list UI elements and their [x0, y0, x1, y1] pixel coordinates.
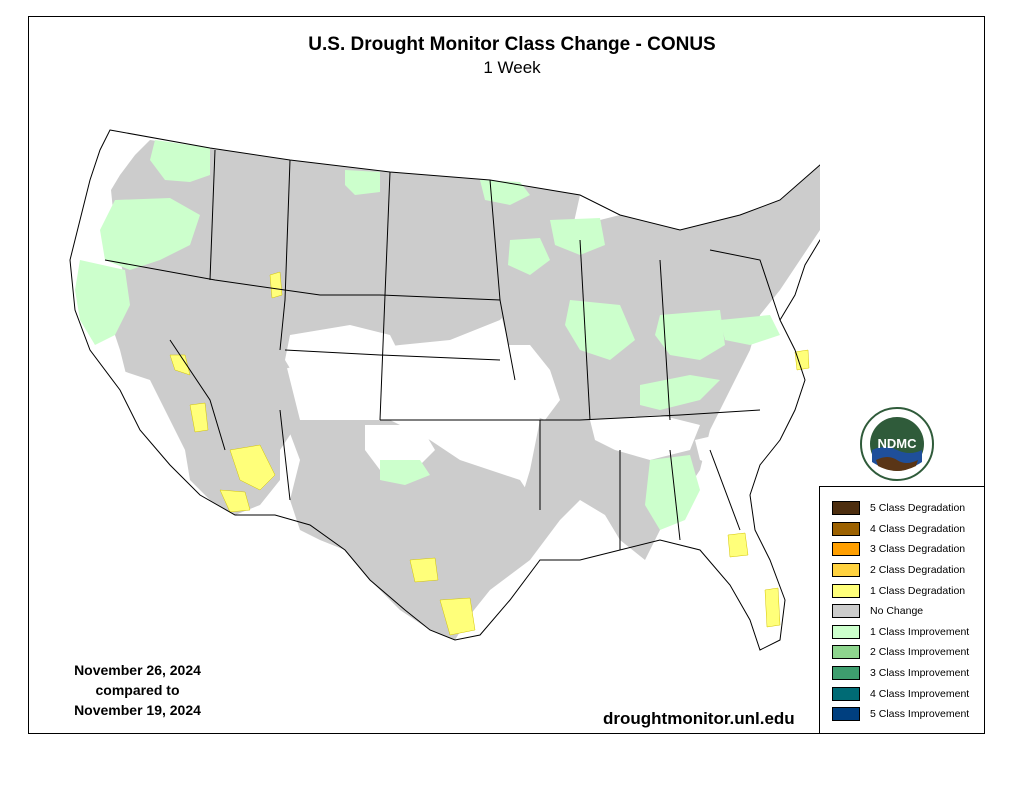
legend-label: 2 Class Degradation [870, 564, 966, 577]
no-change-regions [100, 140, 820, 640]
legend: 5 Class Degradation 4 Class Degradation 3 … [819, 486, 985, 734]
ndmc-logo: NDMC [858, 404, 936, 489]
legend-item: 3 Class Improvement [820, 663, 984, 684]
logo-land [876, 457, 918, 471]
legend-swatch [832, 707, 860, 722]
improvement-region-wisconsin [550, 218, 605, 255]
legend-label: 4 Class Degradation [870, 522, 966, 535]
degradation-region-texas-south [439, 597, 476, 636]
legend-label: No Change [870, 605, 924, 618]
improvement-region-kentucky [640, 375, 720, 410]
legend-item: 1 Class Improvement [820, 622, 984, 643]
legend-item: 4 Class Degradation [820, 519, 984, 540]
conus-map [69, 129, 820, 651]
improvement-region-washington [150, 140, 210, 182]
logo-text: NDMC [878, 436, 918, 451]
date-current: November 26, 2024 [74, 662, 201, 678]
legend-label: 3 Class Degradation [870, 543, 966, 556]
improvement-region-alabama [645, 455, 700, 530]
border-line-1 [104, 259, 380, 296]
no-change-region-texas [285, 420, 540, 640]
border-line-2 [209, 149, 216, 281]
improvement-region-ohio [655, 310, 725, 360]
conus-outline [69, 129, 820, 651]
degradation-region-wyoming [269, 271, 283, 299]
legend-swatch [832, 542, 860, 557]
legend-label: 1 Class Degradation [870, 584, 966, 597]
legend-item: No Change [820, 601, 984, 622]
legend-swatch [832, 583, 860, 598]
degradation-region-az-border [189, 402, 209, 433]
date-comparison: November 26, 2024 compared to November 1… [40, 660, 235, 720]
border-line-6 [379, 294, 516, 381]
improvement-regions [75, 140, 780, 530]
map-title: U.S. Drought Monitor Class Change - CONU… [308, 34, 716, 55]
border-line-8 [380, 409, 761, 421]
legend-label: 5 Class Improvement [870, 708, 970, 721]
legend-item: 3 Class Degradation [820, 539, 984, 560]
legend-swatch [832, 604, 860, 619]
legend-label: 2 Class Improvement [870, 646, 970, 659]
improvement-region-montana [345, 170, 380, 195]
degradation-region-georgia [727, 532, 749, 558]
legend-label: 3 Class Improvement [870, 667, 970, 680]
border-line-9 [579, 239, 591, 421]
legend-swatch [832, 624, 860, 639]
improvement-region-texas-panhandle [380, 460, 430, 485]
improvement-region-norcal [75, 260, 130, 345]
white-area-missouri [500, 345, 560, 420]
border-line-3 [279, 159, 291, 351]
degradation-region-arizona-2 [219, 489, 251, 513]
border-line-12 [279, 409, 291, 501]
improvement-region-illinois [565, 300, 635, 360]
white-area-colorado [285, 325, 405, 410]
legend-swatch [832, 563, 860, 578]
legend-item: 1 Class Degradation [820, 580, 984, 601]
legend-item: 5 Class Improvement [820, 704, 984, 725]
improvement-region-pennsylvania [720, 315, 780, 345]
legend-swatch [832, 501, 860, 516]
website-url[interactable]: droughtmonitor.unl.edu [603, 709, 795, 728]
improvement-region-minnesota [480, 180, 530, 205]
legend-item: 2 Class Degradation [820, 560, 984, 581]
border-line-17 [709, 249, 781, 321]
legend-label: 1 Class Improvement [870, 625, 970, 638]
border-line-10 [659, 259, 671, 421]
border-line-7 [284, 349, 501, 361]
legend-item: 2 Class Improvement [820, 642, 984, 663]
degradation-region-maryland [794, 349, 810, 371]
legend-label: 5 Class Degradation [870, 502, 966, 515]
improvement-region-mn-south [508, 238, 550, 275]
legend-item: 5 Class Degradation [820, 498, 984, 519]
border-line-14 [669, 449, 681, 541]
degradation-region-texas-mid [409, 557, 439, 583]
white-area-nc [695, 420, 800, 470]
legend-swatch [832, 666, 860, 681]
date-previous: November 19, 2024 [74, 702, 201, 718]
border-line-11 [169, 339, 226, 451]
border-line-15 [709, 449, 741, 531]
legend-swatch [832, 686, 860, 701]
state-borders [69, 129, 820, 651]
white-area-kansas [400, 365, 515, 420]
degradation-region-arizona-1 [229, 444, 276, 491]
legend-swatch [832, 645, 860, 660]
white-area-tennessee [590, 415, 700, 460]
improvement-region-oregon [100, 198, 200, 270]
map-subtitle: 1 Week [483, 58, 541, 77]
degradation-regions [169, 271, 810, 636]
legend-label: 4 Class Improvement [870, 687, 970, 700]
white-area-southern-ca [120, 370, 190, 480]
border-line-5 [489, 179, 501, 301]
no-change-region-east [490, 165, 820, 560]
degradation-region-florida [764, 587, 781, 628]
legend-item: 4 Class Improvement [820, 683, 984, 704]
date-compared-to: compared to [95, 682, 180, 698]
legend-swatch [832, 521, 860, 536]
